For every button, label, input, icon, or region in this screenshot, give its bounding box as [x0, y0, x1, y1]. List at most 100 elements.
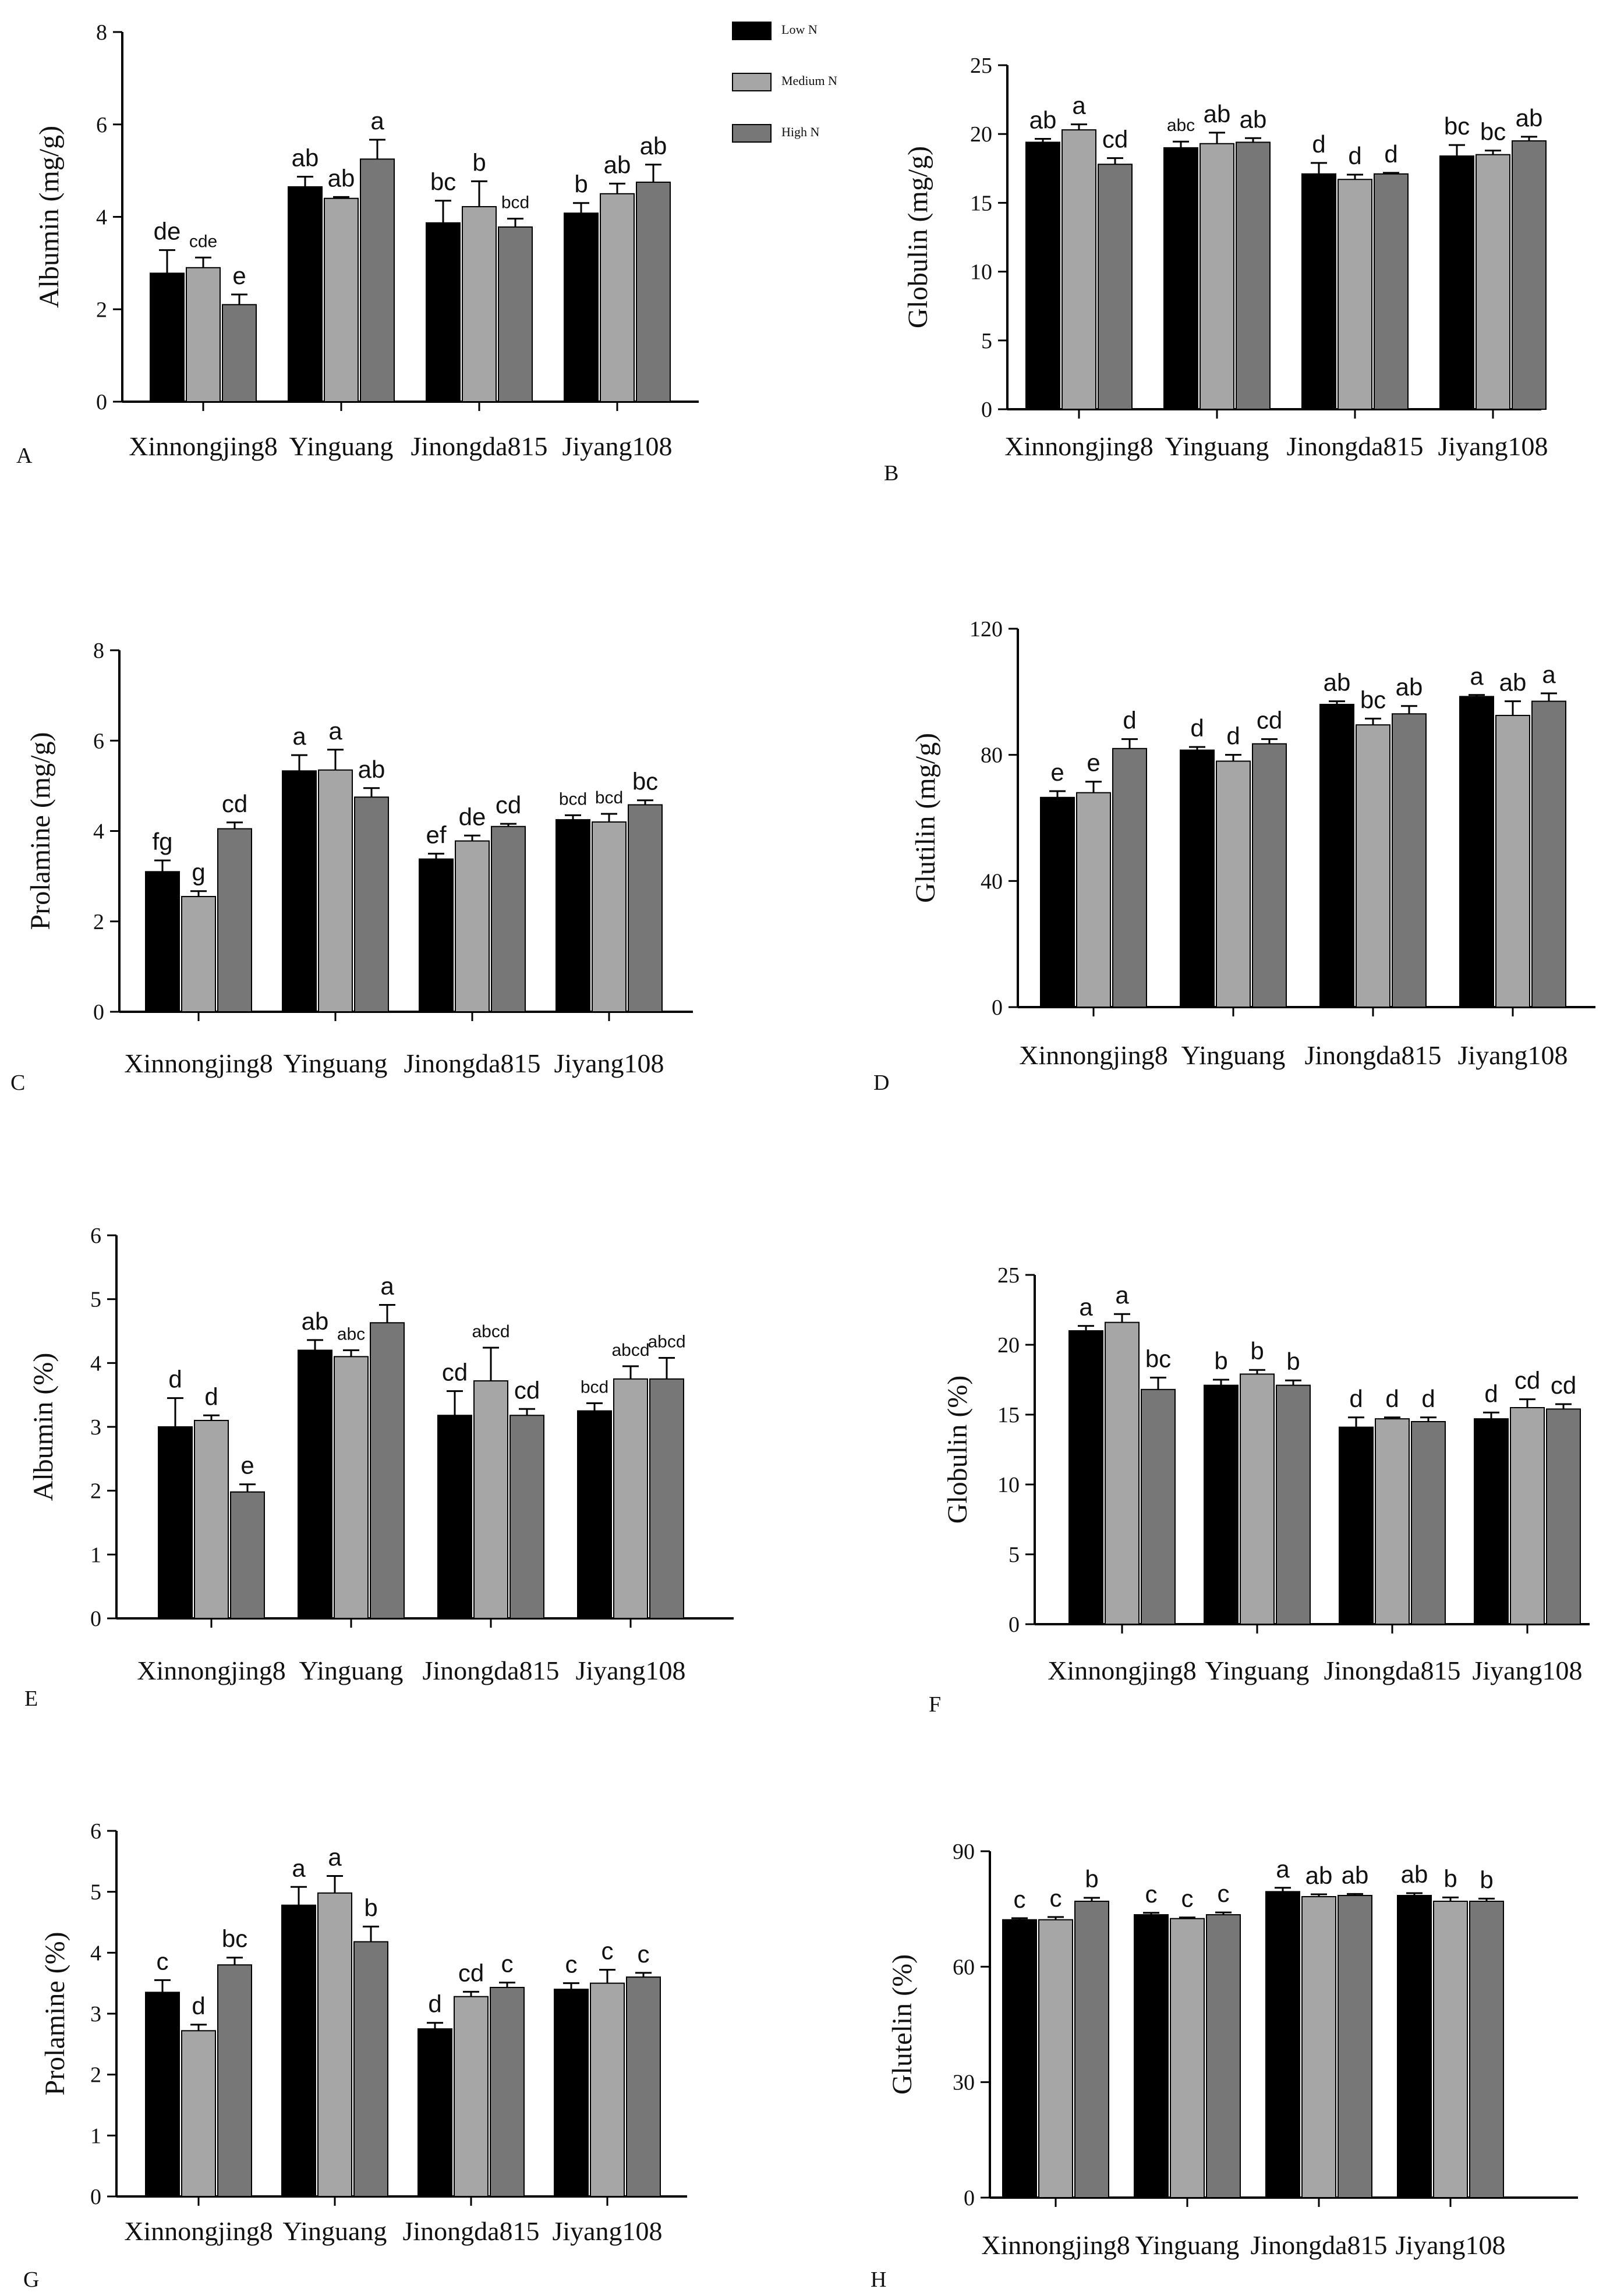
significance-letter: bc [222, 1925, 247, 1953]
bar-medium-n [1216, 760, 1251, 1008]
bar-low-n [1163, 147, 1198, 410]
y-tick-label: 0 [96, 390, 107, 414]
bar-medium-n [1338, 179, 1372, 410]
significance-letter: d [1190, 714, 1204, 742]
y-tick-label: 6 [93, 729, 104, 753]
bar-low-n [288, 186, 323, 402]
bar-low-n [437, 1415, 472, 1619]
bar-medium-n [592, 821, 627, 1012]
bar-high-n [1546, 1408, 1581, 1625]
x-category-label: Xinnongjing8 [1004, 431, 1154, 461]
bar-medium-n [334, 1356, 369, 1620]
bar-medium-n [600, 193, 635, 402]
bar-medium-n [1076, 792, 1111, 1008]
significance-letter: a [370, 107, 384, 134]
significance-letter: d [1421, 1385, 1435, 1412]
y-tick-label: 4 [90, 1941, 101, 1965]
significance-letter: d [168, 1366, 182, 1393]
bar-low-n [150, 272, 185, 402]
x-category-label: Jinongda815 [1250, 2230, 1387, 2260]
significance-letter: d [204, 1383, 218, 1410]
y-tick-label: 4 [96, 205, 107, 230]
x-category-label: Jinongda815 [1324, 1656, 1460, 1685]
bar-high-n [1512, 140, 1547, 410]
x-category-label: Xinnongjing8 [1048, 1656, 1197, 1685]
y-axis-title: Albumin (mg/g) [34, 126, 65, 308]
bar-low-n [298, 1349, 332, 1619]
significance-letter: g [192, 859, 205, 886]
significance-letter: ab [302, 1308, 329, 1335]
bar-high-n [1469, 1900, 1504, 2198]
bar-low-n [417, 2028, 452, 2198]
bar-low-n [577, 1410, 612, 1619]
significance-letter: d [1484, 1380, 1498, 1407]
y-tick-label: 10 [997, 1473, 1020, 1497]
y-axis-title: Glutelin (%) [887, 1954, 918, 2095]
bar-low-n [1204, 1384, 1239, 1625]
y-tick-label: 60 [953, 1955, 975, 1979]
significance-letter: bc [1360, 686, 1386, 713]
y-tick-label: 2 [93, 910, 104, 934]
bar-medium-n [194, 1420, 229, 1620]
significance-letter: ab [292, 144, 319, 171]
legend-swatch [732, 73, 772, 91]
x-category-label: Yinguang [1135, 2230, 1240, 2260]
legend-label: High N [781, 125, 820, 139]
bar-low-n [419, 858, 454, 1012]
bar-medium-n [462, 206, 497, 402]
significance-letter: cd [222, 790, 247, 817]
x-category-label: Xinnongjing8 [137, 1656, 286, 1685]
legend-label: Medium N [781, 73, 837, 88]
significance-letter: a [1115, 1281, 1129, 1309]
y-tick-label: 0 [981, 398, 992, 422]
y-tick-label: 0 [90, 1607, 101, 1631]
bar-medium-n [1476, 154, 1510, 410]
y-tick-label: 8 [96, 20, 107, 45]
bar-high-n [636, 181, 671, 402]
bar-high-n [1252, 743, 1287, 1008]
x-category-label: Yinguang [289, 431, 394, 461]
y-tick-label: 80 [981, 743, 1003, 768]
significance-letter: a [292, 722, 306, 750]
bar-low-n [158, 1426, 193, 1619]
significance-letter: b [472, 148, 486, 176]
y-axis-title: Prolamine (mg/g) [25, 732, 56, 930]
y-tick-label: 6 [90, 1819, 101, 1844]
y-tick-label: 30 [953, 2071, 975, 2095]
significance-letter: e [1087, 749, 1100, 777]
y-tick-label: 0 [1009, 1613, 1020, 1637]
significance-letter: bc [1444, 112, 1470, 140]
x-category-label: Jiyang108 [1395, 2230, 1505, 2260]
significance-letter: bcd [595, 788, 623, 807]
bar-medium-n [181, 2030, 216, 2197]
panel-letter: C [10, 1071, 25, 1095]
bar-low-n [564, 212, 599, 402]
significance-letter: d [1226, 722, 1240, 750]
y-tick-label: 5 [90, 1288, 101, 1312]
legend: Low N Medium N High N [732, 22, 837, 143]
bar-low-n [1002, 1919, 1037, 2198]
x-category-label: Jiyang108 [562, 431, 672, 461]
significance-letter: d [192, 1992, 205, 2019]
x-category-label: Xinnongjing8 [124, 1048, 273, 1078]
x-category-label: Xinnongjing8 [1019, 1040, 1168, 1070]
bar-medium-n [613, 1378, 648, 1619]
significance-letter: ab [1342, 1861, 1369, 1888]
significance-letter: ab [640, 132, 667, 160]
x-category-label: Jiyang108 [552, 2216, 662, 2246]
bar-high-n [509, 1415, 544, 1619]
panel-letter: B [884, 461, 898, 486]
bar-high-n [217, 1964, 252, 2197]
bar-high-n [1338, 1895, 1372, 2199]
bar-low-n [145, 871, 180, 1013]
bar-medium-n [1433, 1900, 1468, 2198]
y-tick-label: 15 [997, 1403, 1020, 1427]
bar-low-n [1339, 1426, 1374, 1625]
y-tick-label: 25 [970, 54, 992, 78]
panel-letter: A [16, 444, 33, 468]
bar-medium-n [1062, 129, 1096, 410]
bar-high-n [1112, 747, 1147, 1008]
